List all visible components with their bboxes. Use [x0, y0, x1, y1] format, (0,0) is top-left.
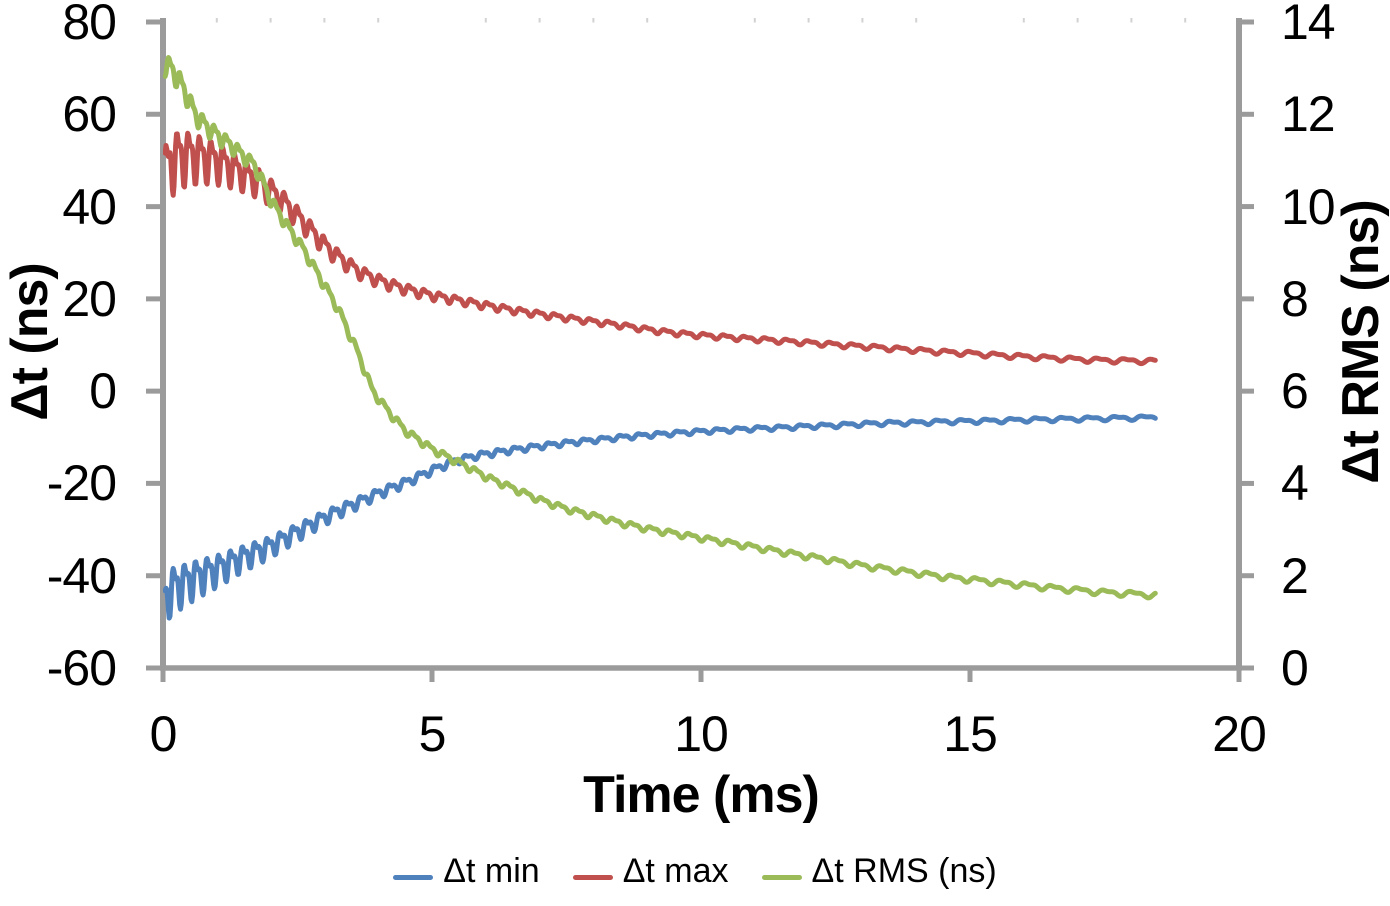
legend-item-dt-min: Δt min: [393, 851, 540, 891]
legend-item-dt-rms: Δt RMS (ns): [761, 851, 997, 891]
legend-label-dt-rms: Δt RMS (ns): [811, 852, 997, 890]
dt-min-line-swatch: [393, 874, 434, 880]
legend-label-dt-max: Δt max: [622, 852, 729, 890]
right-y-axis-title: Δt RMS (ns): [1332, 200, 1390, 484]
series-line--t-max: [163, 130, 1158, 367]
series-line--t-rms-ns-: [163, 55, 1158, 601]
legend: Δt min Δt max Δt RMS (ns): [0, 851, 1390, 891]
dt-rms-line-swatch: [761, 874, 802, 880]
dt-max-line-swatch: [572, 874, 613, 880]
left-y-axis-title: Δt (ns): [1, 263, 59, 421]
legend-label-dt-min: Δt min: [443, 852, 540, 890]
legend-item-dt-max: Δt max: [572, 851, 729, 891]
x-axis-title: Time (ms): [583, 766, 820, 824]
series-line--t-min: [163, 413, 1158, 621]
